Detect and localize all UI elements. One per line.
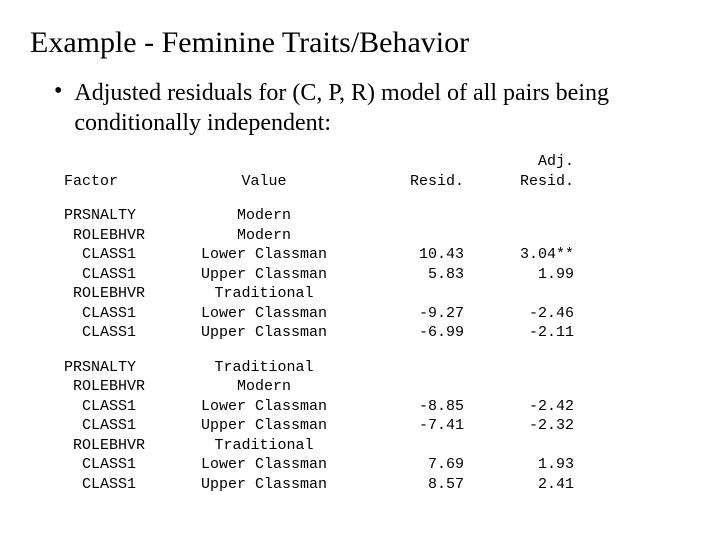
cell-resid: -6.99: [354, 323, 464, 343]
header-resid: Resid.: [354, 172, 464, 192]
cell-adj: 1.99: [464, 265, 574, 285]
table-row: ROLEBHVRModern: [64, 377, 690, 397]
cell-value: Lower Classman: [174, 397, 354, 417]
cell-adj: [464, 226, 574, 246]
cell-factor: CLASS1: [64, 265, 174, 285]
header-value: Value: [174, 172, 354, 192]
table-row: CLASS1Lower Classman-9.27-2.46: [64, 304, 690, 324]
cell-factor: PRSNALTY: [64, 206, 174, 226]
cell-adj: -2.32: [464, 416, 574, 436]
header-adj2: Resid.: [464, 172, 574, 192]
cell-adj: -2.46: [464, 304, 574, 324]
cell-resid: -8.85: [354, 397, 464, 417]
cell-adj: 1.93: [464, 455, 574, 475]
cell-resid: -7.41: [354, 416, 464, 436]
cell-factor: CLASS1: [64, 304, 174, 324]
cell-adj: 2.41: [464, 475, 574, 495]
cell-adj: 3.04**: [464, 245, 574, 265]
residuals-table: Adj. Factor Value Resid. Resid. PRSNALTY…: [64, 152, 690, 494]
cell-value: Modern: [174, 377, 354, 397]
cell-value: Upper Classman: [174, 475, 354, 495]
table-row: ROLEBHVRModern: [64, 226, 690, 246]
cell-value: Upper Classman: [174, 416, 354, 436]
cell-factor: CLASS1: [64, 397, 174, 417]
cell-value: Traditional: [174, 358, 354, 378]
cell-value: Traditional: [174, 284, 354, 304]
cell-value: Lower Classman: [174, 304, 354, 324]
header-row-1: Adj.: [64, 152, 690, 172]
cell-resid: [354, 358, 464, 378]
cell-factor: CLASS1: [64, 416, 174, 436]
cell-resid: [354, 226, 464, 246]
bullet-marker: •: [54, 78, 62, 104]
cell-value: Upper Classman: [174, 265, 354, 285]
cell-factor: CLASS1: [64, 245, 174, 265]
cell-adj: [464, 284, 574, 304]
header-blank: [64, 152, 174, 172]
header-row-2: Factor Value Resid. Resid.: [64, 172, 690, 192]
table-row: ROLEBHVRTraditional: [64, 436, 690, 456]
cell-value: Traditional: [174, 436, 354, 456]
table-row: CLASS1Upper Classman8.572.41: [64, 475, 690, 495]
cell-resid: [354, 377, 464, 397]
table-row: CLASS1Lower Classman10.433.04**: [64, 245, 690, 265]
cell-factor: CLASS1: [64, 323, 174, 343]
cell-factor: ROLEBHVR: [64, 436, 174, 456]
cell-resid: [354, 206, 464, 226]
cell-resid: [354, 284, 464, 304]
cell-value: Modern: [174, 206, 354, 226]
cell-resid: 10.43: [354, 245, 464, 265]
cell-adj: [464, 436, 574, 456]
header-adj: Adj.: [464, 152, 574, 172]
cell-resid: [354, 436, 464, 456]
cell-value: Modern: [174, 226, 354, 246]
table-row: CLASS1Upper Classman-6.99-2.11: [64, 323, 690, 343]
cell-resid: -9.27: [354, 304, 464, 324]
table-row: CLASS1Lower Classman-8.85-2.42: [64, 397, 690, 417]
header-blank: [174, 152, 354, 172]
header-factor: Factor: [64, 172, 174, 192]
cell-factor: PRSNALTY: [64, 358, 174, 378]
cell-adj: [464, 358, 574, 378]
table-row: PRSNALTYModern: [64, 206, 690, 226]
cell-resid: 7.69: [354, 455, 464, 475]
cell-adj: -2.42: [464, 397, 574, 417]
cell-factor: CLASS1: [64, 475, 174, 495]
cell-resid: 5.83: [354, 265, 464, 285]
bullet-item: • Adjusted residuals for (C, P, R) model…: [54, 78, 690, 138]
bullet-text: Adjusted residuals for (C, P, R) model o…: [74, 78, 690, 138]
cell-adj: [464, 377, 574, 397]
cell-adj: -2.11: [464, 323, 574, 343]
table-row: PRSNALTYTraditional: [64, 358, 690, 378]
table-row: CLASS1Upper Classman-7.41-2.32: [64, 416, 690, 436]
header-blank: [354, 152, 464, 172]
cell-resid: 8.57: [354, 475, 464, 495]
cell-factor: ROLEBHVR: [64, 226, 174, 246]
page-title: Example - Feminine Traits/Behavior: [30, 26, 690, 60]
table-row: ROLEBHVRTraditional: [64, 284, 690, 304]
cell-factor: ROLEBHVR: [64, 377, 174, 397]
table-row: CLASS1Lower Classman7.691.93: [64, 455, 690, 475]
cell-adj: [464, 206, 574, 226]
cell-value: Lower Classman: [174, 245, 354, 265]
cell-factor: ROLEBHVR: [64, 284, 174, 304]
cell-value: Lower Classman: [174, 455, 354, 475]
cell-value: Upper Classman: [174, 323, 354, 343]
table-row: CLASS1Upper Classman5.831.99: [64, 265, 690, 285]
cell-factor: CLASS1: [64, 455, 174, 475]
